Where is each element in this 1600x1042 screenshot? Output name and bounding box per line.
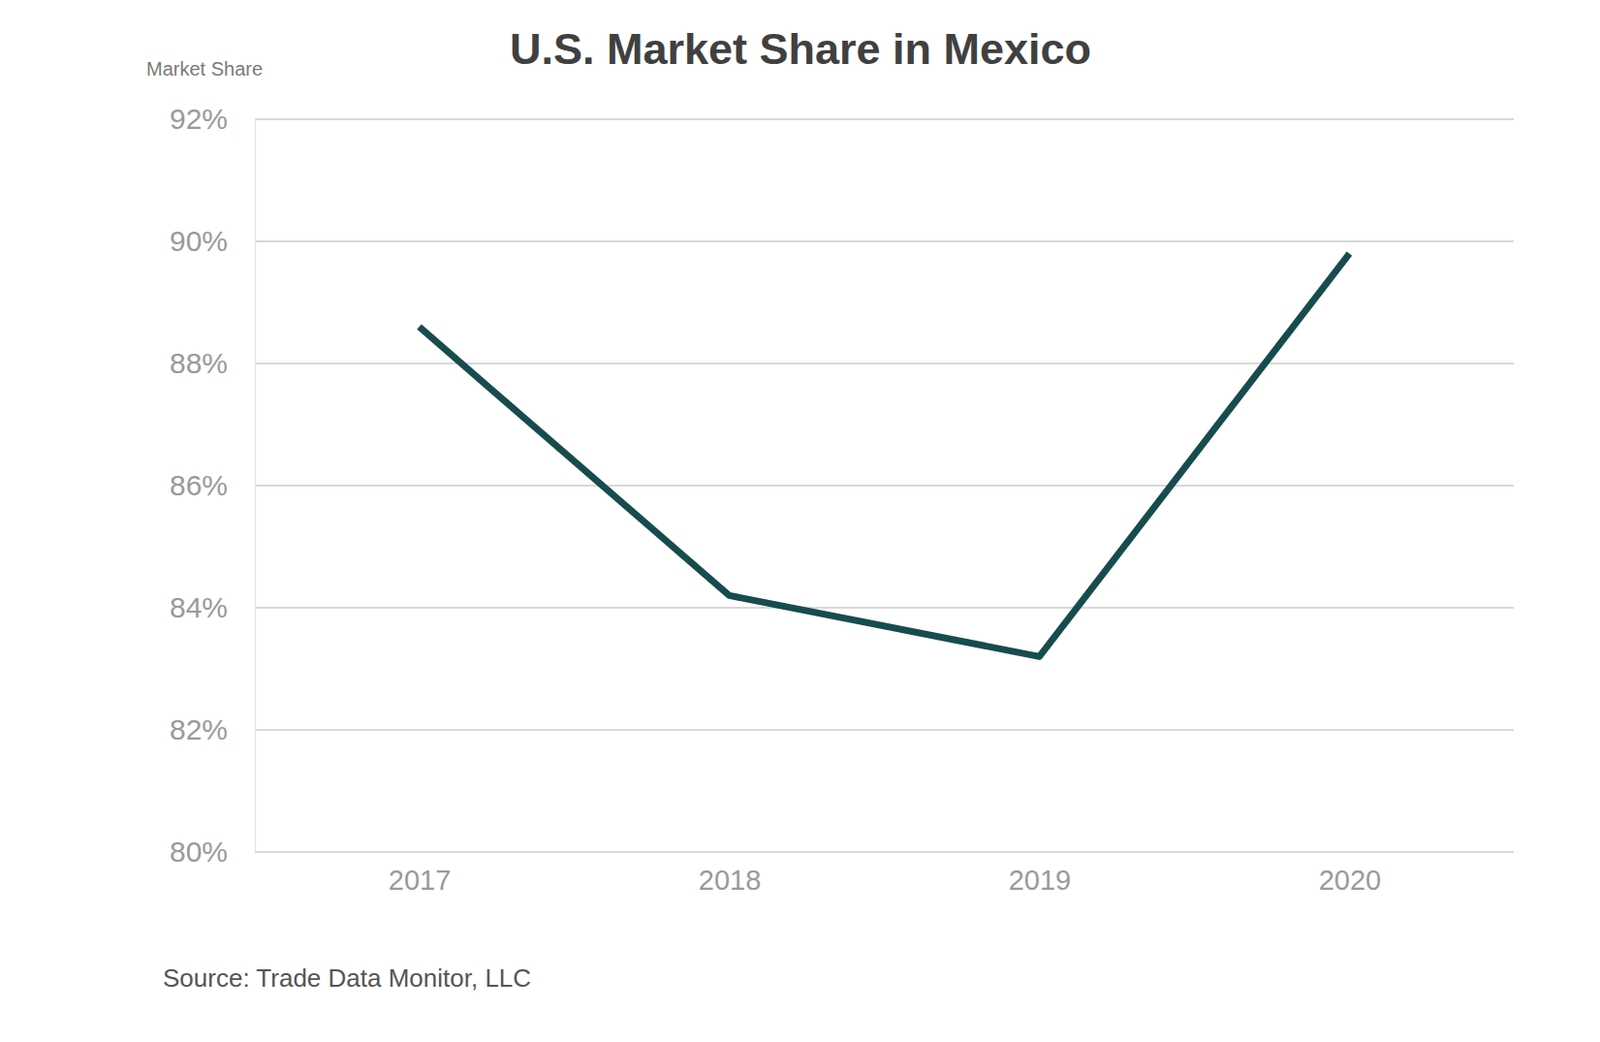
x-tick-label: 2019 — [1008, 864, 1072, 896]
x-tick: 2020 — [1318, 851, 1382, 896]
x-tick: 2019 — [1008, 851, 1072, 896]
y-tick-label: 90% — [169, 224, 228, 257]
y-tick-label: 80% — [169, 835, 228, 868]
y-axis-line — [254, 120, 256, 853]
y-tick-label: 84% — [169, 591, 228, 624]
x-axis: 2017 2018 2019 2020 — [254, 851, 1514, 896]
y-tick: 90% — [169, 224, 255, 257]
grid — [254, 119, 1514, 852]
y-tick: 88% — [169, 346, 255, 379]
y-axis: 80% 82% 84% 86% 88% 90% 92% — [169, 102, 256, 868]
y-tick: 86% — [169, 469, 255, 502]
x-tick: 2017 — [388, 851, 452, 896]
x-tick-label: 2017 — [388, 864, 452, 896]
x-tick: 2018 — [698, 851, 762, 896]
grid-line — [254, 118, 1514, 121]
grid-line — [254, 850, 1514, 853]
y-tick-label: 82% — [169, 713, 228, 746]
x-axis-line — [254, 850, 1514, 853]
y-tick: 82% — [169, 713, 255, 746]
grid-line — [254, 362, 1514, 365]
grid-line — [254, 240, 1514, 243]
title: U.S. Market Share in Mexico — [509, 24, 1092, 74]
grid-line — [254, 606, 1514, 609]
source: Source: Trade Data Monitor, LLC — [162, 963, 532, 993]
x-tick-label: 2020 — [1318, 864, 1382, 896]
y-tick-label: 88% — [169, 346, 228, 379]
grid-line — [254, 728, 1514, 731]
line — [419, 253, 1350, 658]
y-tick: 80% — [169, 835, 255, 868]
plot-area — [419, 253, 1350, 658]
y-axis-title: Market Share — [146, 58, 263, 80]
y-tick-label: 86% — [169, 469, 228, 502]
chart: 80% 82% 84% 86% 88% 90% 92% 2017 2018 2019 2020 U.S… — [0, 0, 1600, 1042]
y-tick-label: 92% — [169, 102, 228, 135]
y-tick: 92% — [169, 102, 255, 135]
y-tick: 84% — [169, 591, 255, 624]
x-tick-label: 2018 — [698, 864, 762, 896]
grid-line — [254, 484, 1514, 487]
